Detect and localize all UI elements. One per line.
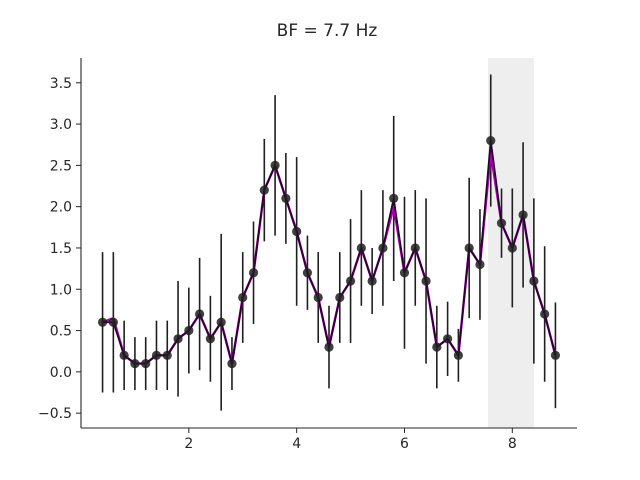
data-point (184, 325, 194, 336)
data-point (141, 358, 151, 369)
y-tick-label: −0.5 (38, 406, 72, 422)
data-point (367, 276, 377, 286)
data-point (195, 309, 205, 319)
data-point (453, 350, 463, 360)
y-tick-label: 2.5 (50, 158, 72, 174)
data-point (356, 243, 366, 253)
data-point (475, 259, 485, 270)
data-point (97, 317, 108, 327)
data-point (248, 268, 259, 278)
data-point (529, 276, 539, 286)
data-point (270, 160, 280, 170)
data-point (410, 243, 420, 253)
data-point (151, 350, 162, 360)
data-point (421, 276, 431, 286)
y-tick-label: 1.0 (50, 282, 72, 298)
data-point (227, 358, 237, 369)
x-tick-label: 4 (292, 436, 301, 452)
data-point (108, 317, 118, 327)
x-tick-label: 8 (508, 436, 517, 452)
data-point (130, 358, 140, 369)
data-point (507, 243, 517, 253)
data-point (205, 334, 215, 344)
data-point (399, 268, 410, 278)
data-point (540, 309, 550, 319)
y-tick-label: 3.5 (50, 76, 72, 92)
x-tick-label: 2 (184, 436, 193, 452)
chart-title: BF = 7.7 Hz (277, 21, 378, 41)
data-point (259, 185, 269, 195)
data-point (443, 334, 453, 344)
data-point (324, 342, 334, 352)
data-point (486, 135, 496, 146)
y-tick-label: 3.0 (50, 117, 72, 133)
y-tick-label: 2.0 (50, 200, 72, 216)
data-point (464, 243, 474, 253)
data-point (313, 292, 323, 303)
y-tick-label: 1.5 (50, 241, 72, 257)
data-point (281, 193, 291, 204)
data-point (238, 292, 248, 303)
plot-area: 2 4 6 8 −0.5 0.0 0.5 1.0 1.5 2.0 2.5 3.0 3.5 (38, 58, 577, 452)
data-point (496, 218, 507, 228)
data-point (302, 268, 313, 278)
data-point (432, 342, 442, 352)
data-point (119, 350, 129, 360)
data-point (345, 276, 356, 286)
y-tick-label: 0.5 (50, 324, 72, 340)
y-tick-label: 0.0 (50, 365, 72, 381)
data-point (335, 292, 345, 303)
data-point (216, 317, 226, 327)
x-tick-label: 6 (400, 436, 409, 452)
data-point (292, 226, 302, 237)
data-point (389, 193, 399, 204)
data-point (162, 350, 172, 360)
data-point (378, 243, 388, 253)
data-point (518, 210, 528, 220)
data-point (550, 350, 561, 360)
data-point (173, 334, 183, 344)
